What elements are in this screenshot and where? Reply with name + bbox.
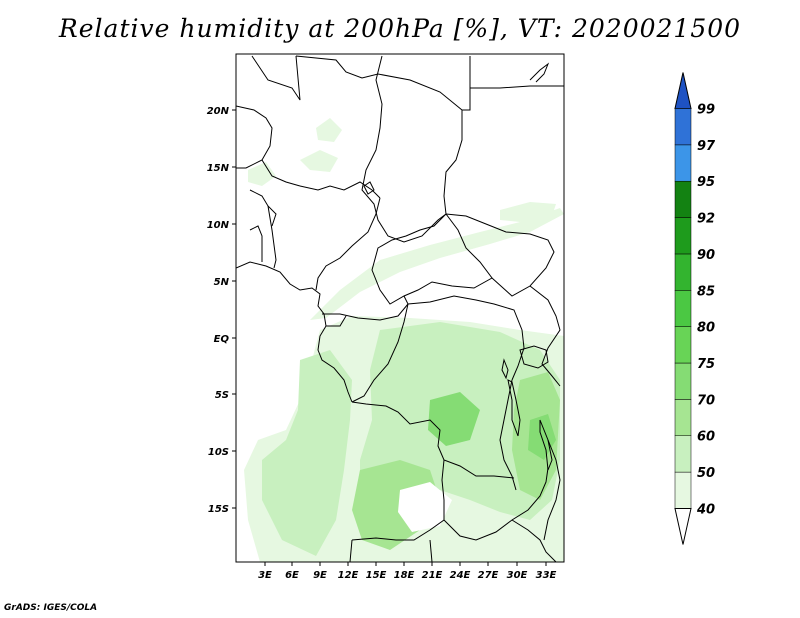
colorbar-segment-60-70 [674,399,692,436]
humidity-region-west-coast [262,350,352,556]
colorbar-label-75: 75 [697,357,715,372]
humidity-dry-gap [398,482,452,532]
border-burkina [249,189,277,227]
border-tanzania-malawi [543,439,561,541]
lake-malawi [539,419,553,471]
lat-tick-15n: 15N [207,163,230,174]
lat-tick-15s: 15S [208,504,229,515]
colorbar-segment-92-95 [674,180,692,218]
lat-tick-5s: 5S [215,390,229,401]
lon-tick-12e: 12E [338,570,359,581]
colorbar-label-99: 99 [697,103,715,118]
lon-tick-15e: 15E [366,570,387,581]
humidity-patch-sahara-3 [248,162,276,186]
lat-tick-eq: EQ [214,334,230,345]
colorbar-segment-below-min [674,507,692,545]
border-namibia [349,539,353,562]
chart-title: Relative humidity at 200hPa [%], VT: 202… [58,14,742,43]
colorbar-segment-40-50 [674,471,692,509]
colorbar-segment-85-90 [674,253,692,291]
colorbar-label-50: 50 [697,466,715,481]
border-ghana-togo [249,225,263,262]
coastline-west-africa [236,261,353,403]
border-drc-congo [351,303,409,403]
border-south-sudan [445,213,555,297]
lat-tick-10n: 10N [207,220,230,231]
grads-credit: GrADS: IGES/COLA [4,603,98,613]
lon-tick-27e: 27E [478,570,499,581]
colorbar-segments [674,72,692,545]
lon-axis: 3E 6E 9E 12E 15E 18E 21E 24E 27E 30E 33E [258,562,557,581]
colorbar-label-97: 97 [697,139,716,154]
lon-tick-33e: 33E [536,570,557,581]
border-gabon [326,315,347,327]
border-west-sahara-mali [236,105,273,169]
colorbar-label-80: 80 [697,321,715,336]
colorbar-segment-80-85 [674,290,692,327]
colorbar-segment-75-80 [674,326,692,364]
lon-tick-6e: 6E [285,570,299,581]
border-botswana [429,539,433,562]
border-niger-nigeria [299,181,381,199]
lon-tick-18e: 18E [394,570,415,581]
red-sea-coast [529,62,550,83]
colorbar-label-90: 90 [697,248,715,263]
humidity-band-guinea [310,208,564,320]
colorbar-segment-90-92 [674,217,692,255]
lon-tick-21e: 21E [422,570,443,581]
lake-victoria [519,345,549,369]
border-mali-niger [261,159,301,187]
lake-chad [363,181,375,195]
colorbar-segment-97-99 [674,108,692,146]
lake-kivu [501,358,509,380]
lat-axis: 20N 15N 10N 5N EQ 5S 10S 15S [207,106,236,515]
border-east-africa [529,285,561,387]
humidity-patch-north-east [500,202,556,222]
colorbar-segment-70-75 [674,362,692,400]
border-egypt-sudan [462,56,471,111]
colorbar-segment-95-97 [674,144,692,182]
border-nigeria-cameroon [315,197,381,291]
plot-frame [235,53,565,563]
border-benin [267,205,277,269]
colorbar-label-60: 60 [697,430,715,445]
border-drc-east [499,379,517,491]
border-sudan-egypt-top [470,85,564,89]
border-drc-north [407,295,525,381]
lon-tick-24e: 24E [450,570,471,581]
lon-tick-30e: 30E [507,570,528,581]
colorbar-segment-50-60 [674,435,692,473]
lat-tick-20n: 20N [207,106,230,117]
border-sudan-central [443,110,463,215]
colorbar-segment-above-max [674,72,692,109]
colorbar-label-70: 70 [697,393,715,408]
humidity-region-central [428,392,480,446]
colorbar-label-40: 40 [696,502,715,517]
country-borders [236,55,564,562]
border-libya-egypt [295,55,463,111]
lat-tick-10s: 10S [208,447,229,458]
lat-tick-5n: 5N [214,277,230,288]
border-angola-drc [351,401,515,479]
humidity-patch-sahara-2 [300,150,338,172]
colorbar-label-92: 92 [697,212,715,227]
lon-tick-9e: 9E [313,570,327,581]
border-mozambique [511,519,557,562]
colorbar-labels: 40 50 60 70 75 80 85 90 92 95 97 99 [696,103,716,518]
lon-tick-3e: 3E [258,570,272,581]
border-angola-zambia [351,459,445,541]
colorbar-label-85: 85 [697,284,715,299]
border-chad-sudan [361,55,447,243]
lake-tanganyika [507,379,521,437]
humidity-fill [244,118,564,562]
colorbar: 40 50 60 70 75 80 85 90 92 95 97 99 [674,72,716,545]
humidity-patch-sahara-1 [316,118,342,142]
colorbar-label-95: 95 [697,175,715,190]
border-algeria-libya [251,55,301,101]
